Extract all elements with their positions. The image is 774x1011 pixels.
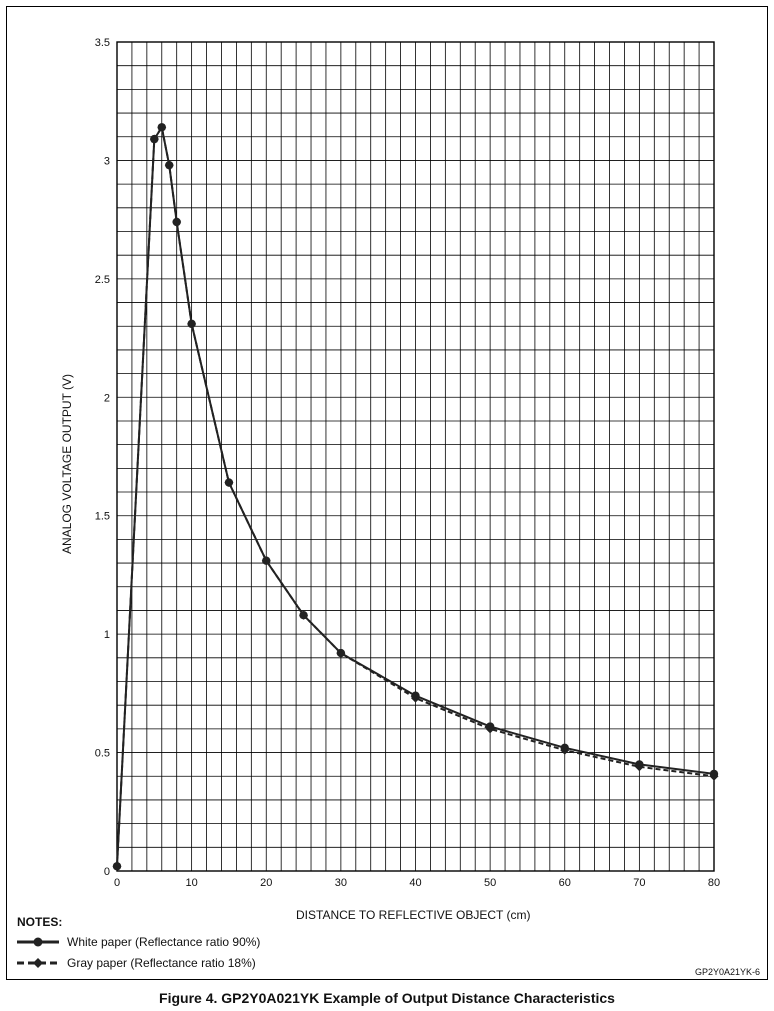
- y-tick-label: 0.5: [95, 748, 110, 760]
- x-tick-label: 10: [186, 877, 198, 889]
- y-tick-label: 3: [104, 155, 110, 167]
- data-point-white: [299, 610, 308, 620]
- plot-border: [116, 41, 715, 872]
- data-point-white: [112, 862, 122, 871]
- x-axis-label: DISTANCE TO REFLECTIVE OBJECT (cm): [296, 908, 531, 922]
- figure-frame: [6, 6, 768, 980]
- x-tick-label: 0: [114, 877, 120, 889]
- legend-item-white: White paper (Reflectance ratio 90%): [17, 934, 260, 950]
- legend-marker-white: [17, 937, 59, 947]
- x-tick-label: 70: [633, 877, 645, 889]
- x-tick-label: 40: [409, 877, 421, 889]
- x-tick-label: 60: [559, 877, 571, 889]
- legend-label-white: White paper (Reflectance ratio 90%): [67, 935, 261, 949]
- y-tick-label: 2.5: [95, 274, 110, 286]
- data-point-white: [157, 123, 166, 132]
- figure-id: GP2Y0A21YK-6: [694, 967, 760, 977]
- x-tick-label: 30: [335, 877, 347, 889]
- data-point-white: [411, 691, 420, 700]
- data-point-white: [165, 160, 174, 170]
- x-tick-label: 50: [484, 877, 496, 889]
- data-point-white: [172, 217, 181, 227]
- figure-caption: Figure 4. GP2Y0A021YK Example of Output …: [159, 990, 615, 1006]
- notes-title: NOTES:: [17, 915, 63, 929]
- data-point-white: [336, 648, 346, 658]
- y-tick-label: 1.5: [95, 511, 110, 523]
- data-point-white: [709, 769, 719, 779]
- y-tick-label: 2: [104, 392, 110, 404]
- legend-marker-gray: [17, 958, 59, 968]
- x-tick-label: 80: [708, 877, 720, 889]
- data-point-white: [635, 760, 644, 769]
- data-point-white: [560, 743, 569, 753]
- data-point-white: [485, 722, 495, 731]
- data-point-white: [187, 319, 196, 329]
- legend-item-gray: Gray paper (Reflectance ratio 18%): [17, 955, 256, 971]
- legend-label-gray: Gray paper (Reflectance ratio 18%): [67, 956, 256, 970]
- y-tick-label: 0: [104, 866, 110, 878]
- data-point-white: [224, 478, 234, 487]
- data-point-white: [150, 134, 159, 144]
- data-point-white: [262, 556, 271, 565]
- y-tick-label: 1: [104, 629, 110, 641]
- y-axis-label: ANALOG VOLTAGE OUTPUT (V): [60, 373, 74, 555]
- x-tick-label: 20: [260, 877, 272, 889]
- y-tick-label: 3.5: [95, 37, 110, 49]
